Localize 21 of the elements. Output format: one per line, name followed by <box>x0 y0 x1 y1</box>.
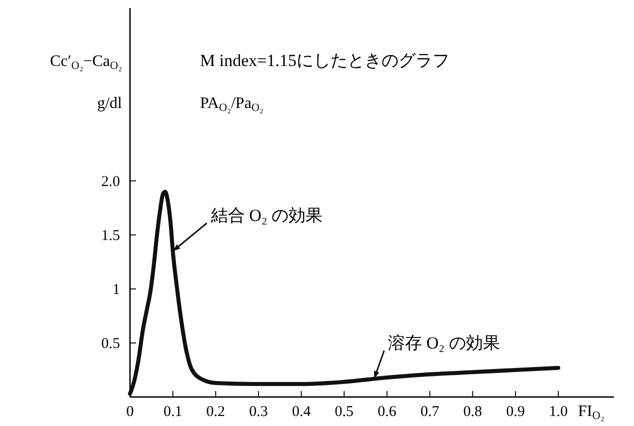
x-axis-title: FI$_{O₂}$ <box>578 403 604 422</box>
y-tick-label: 1.5 <box>101 228 120 244</box>
y-tick-label: 1 <box>112 282 120 298</box>
x-tick-label: 0 <box>126 404 134 420</box>
x-tick-label: 0.6 <box>378 404 397 420</box>
annotation: 結合 O₂ の効果 <box>210 206 323 226</box>
x-tick-label: 0.1 <box>163 404 182 420</box>
x-tick-label: 1.0 <box>548 404 568 420</box>
x-tick-label: 0.5 <box>334 404 354 420</box>
x-tick-label: 0.8 <box>463 404 482 420</box>
x-tick-label: 0.4 <box>292 404 312 420</box>
annotation: 溶存 O₂ の効果 <box>388 334 500 353</box>
x-tick-label: 0.3 <box>249 404 268 420</box>
y-tick-label: 2.0 <box>101 174 120 190</box>
x-tick-label: 0.9 <box>506 404 525 420</box>
x-tick-label: 0.7 <box>420 404 440 420</box>
text: PA$_{O₂}$/Pa$_{O₂}$ <box>200 95 264 114</box>
text: M index=1.15にしたときのグラフ <box>200 51 450 70</box>
x-tick-label: 0.2 <box>206 404 226 420</box>
text: Cc′$_{O₂}$−Ca$_{O₂}$ g/dl <box>50 53 122 112</box>
y-tick-label: 0.5 <box>101 336 120 352</box>
